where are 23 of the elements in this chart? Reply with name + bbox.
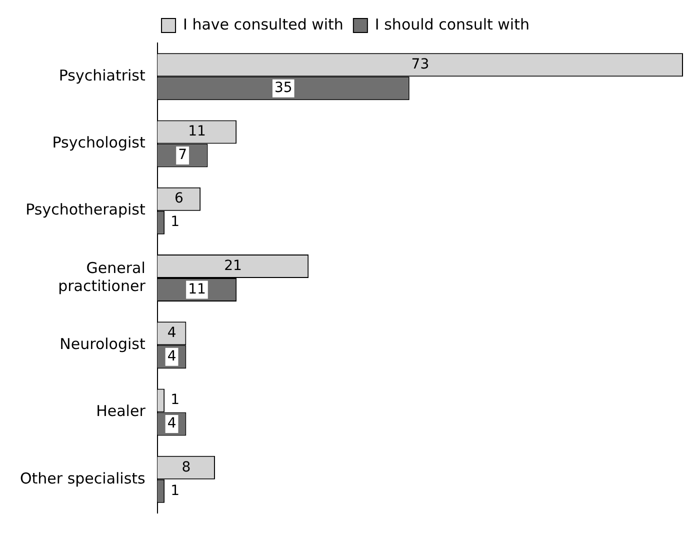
data-label: 11 (188, 281, 206, 298)
data-label: 7 (178, 147, 188, 164)
data-label: 73 (411, 56, 430, 72)
data-label: 21 (224, 258, 242, 274)
y-tick-label: Psychiatrist (58, 66, 146, 84)
y-tick-label: Psychologist (52, 134, 146, 152)
data-label: 8 (182, 459, 191, 476)
data-label: 4 (167, 416, 176, 432)
data-label: 1 (170, 482, 180, 499)
y-tick-label: Other specialists (20, 469, 146, 488)
data-label: 1 (170, 392, 180, 408)
y-tick-label: Neurologist (60, 335, 146, 354)
data-label: 6 (174, 190, 184, 207)
y-tick-label: Psychotherapist (26, 200, 146, 219)
data-label: 35 (274, 80, 292, 96)
y-tick-label: General practitioner (58, 258, 146, 295)
legend-label: I have consulted with (183, 15, 344, 34)
legend-label: I should consult with (374, 15, 530, 34)
data-label: 1 (170, 214, 180, 230)
data-label: 11 (188, 124, 206, 140)
data-label: 4 (167, 325, 176, 342)
y-tick-label: Healer (96, 402, 146, 420)
data-label: 4 (167, 348, 176, 365)
